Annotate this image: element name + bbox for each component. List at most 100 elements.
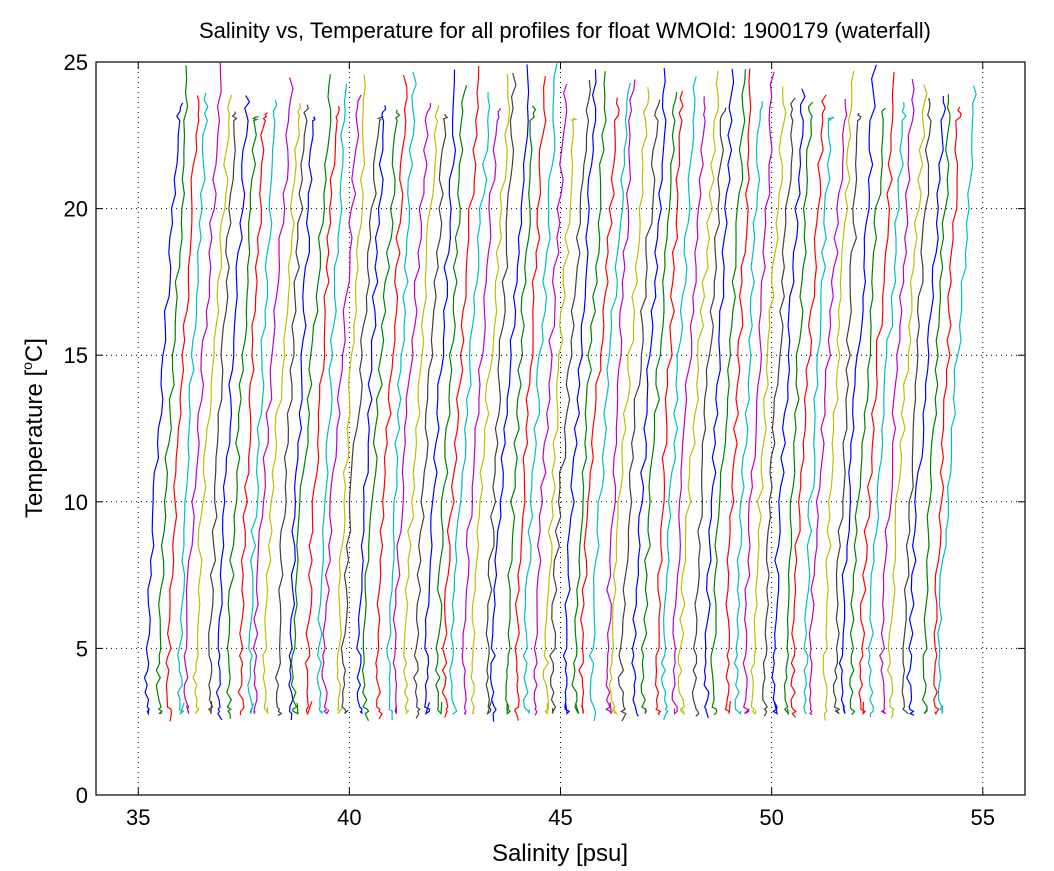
- profile-line: [274, 104, 309, 717]
- x-tick-label: 40: [337, 805, 361, 830]
- profile-line: [435, 85, 468, 716]
- profile-line: [750, 86, 787, 715]
- profile-line: [771, 88, 806, 715]
- profile-line: [677, 70, 720, 716]
- profile-line: [867, 102, 907, 718]
- profile-line: [304, 105, 340, 716]
- profile-line: [177, 92, 209, 716]
- profile-line: [375, 74, 408, 720]
- chart-title: Salinity vs, Temperature for all profile…: [199, 18, 931, 43]
- profile-line: [514, 76, 547, 721]
- profile-line: [906, 96, 947, 716]
- profile-line: [933, 106, 962, 715]
- profile-line: [262, 103, 302, 714]
- profile-line: [461, 108, 502, 715]
- y-tick-label: 10: [64, 490, 88, 515]
- profile-line: [192, 94, 233, 714]
- profile-line: [336, 74, 367, 714]
- y-label-suffix: C]: [21, 338, 48, 362]
- profile-line: [783, 101, 814, 716]
- x-axis-label: Salinity [psu]: [492, 840, 628, 867]
- profile-line: [489, 64, 530, 722]
- profile-line: [290, 74, 332, 715]
- grid-lines: [96, 62, 1025, 795]
- profile-line: [937, 85, 977, 714]
- x-tick-label: 55: [971, 805, 995, 830]
- profile-line: [671, 96, 706, 715]
- profile-line: [578, 97, 620, 714]
- profile-line: [316, 83, 347, 714]
- profile-line: [252, 77, 294, 714]
- profile-line: [505, 105, 537, 715]
- profile-line: [403, 104, 440, 715]
- y-tick-label: 15: [64, 343, 88, 368]
- profile-line: [485, 72, 517, 716]
- profile-line: [288, 116, 316, 721]
- profile-line: [208, 111, 238, 714]
- x-tick-label: 35: [126, 805, 150, 830]
- profile-line: [183, 62, 222, 714]
- profile-line: [356, 105, 387, 715]
- profile-line: [822, 70, 855, 721]
- profile-line: [886, 84, 928, 719]
- axis-ticks: 35 40 45 50 55 0 5 10 15 20 25: [64, 50, 1025, 830]
- profile-line: [470, 74, 511, 715]
- profile-line: [762, 97, 796, 717]
- profile-line: [838, 64, 877, 714]
- profile-line: [247, 100, 278, 714]
- profile-line: [237, 112, 268, 716]
- profile-line: [226, 116, 259, 719]
- profile-line: [808, 99, 848, 716]
- profile-line: [608, 87, 650, 716]
- profile-line: [921, 94, 951, 715]
- profile-line: [522, 63, 558, 714]
- profile-line: [631, 68, 667, 717]
- profile-line: [542, 117, 578, 716]
- x-tick-label: 50: [759, 805, 783, 830]
- profile-line: [617, 99, 661, 722]
- y-axis-label: Temperature [oC]: [19, 338, 48, 518]
- profile-line: [742, 71, 775, 715]
- profile-line: [790, 94, 827, 718]
- y-tick-label: 25: [64, 50, 88, 75]
- profile-line: [361, 109, 401, 722]
- profile-line: [733, 101, 763, 715]
- profile-line: [449, 91, 491, 715]
- y-tick-label: 0: [76, 783, 88, 808]
- profile-line: [879, 78, 915, 715]
- profile-line: [588, 82, 631, 722]
- profile-line: [549, 79, 592, 714]
- profile-line: [654, 90, 684, 716]
- profile-line: [165, 95, 200, 722]
- profile-line: [640, 91, 678, 714]
- profile-line: [691, 107, 727, 717]
- profile-line: [703, 68, 735, 719]
- y-tick-label: 20: [64, 197, 88, 222]
- profile-line: [724, 68, 752, 714]
- y-label-prefix: Temperature [: [21, 370, 48, 518]
- profile-line: [605, 79, 636, 714]
- profile-line: [340, 115, 384, 715]
- profile-line: [832, 112, 862, 715]
- profile-line: [143, 102, 184, 716]
- profile-line: [901, 97, 932, 715]
- plot-frame: [95, 61, 1026, 796]
- profile-line: [803, 116, 836, 715]
- profile-line: [321, 94, 362, 715]
- profile-line: [155, 65, 189, 715]
- profile-line: [710, 69, 746, 716]
- profile-line: [858, 71, 895, 716]
- profile-line: [215, 95, 251, 721]
- profile-line: [571, 71, 607, 714]
- profile-line: [424, 69, 457, 716]
- x-tick-label: 45: [548, 805, 572, 830]
- profile-lines: [143, 62, 977, 722]
- y-label-superscript: o: [19, 362, 35, 370]
- profile-line: [849, 107, 886, 716]
- y-tick-label: 5: [76, 636, 88, 661]
- profile-line: [533, 83, 568, 716]
- profile-line: [660, 76, 697, 721]
- profile-line: [392, 103, 432, 714]
- profile-line: [562, 69, 597, 715]
